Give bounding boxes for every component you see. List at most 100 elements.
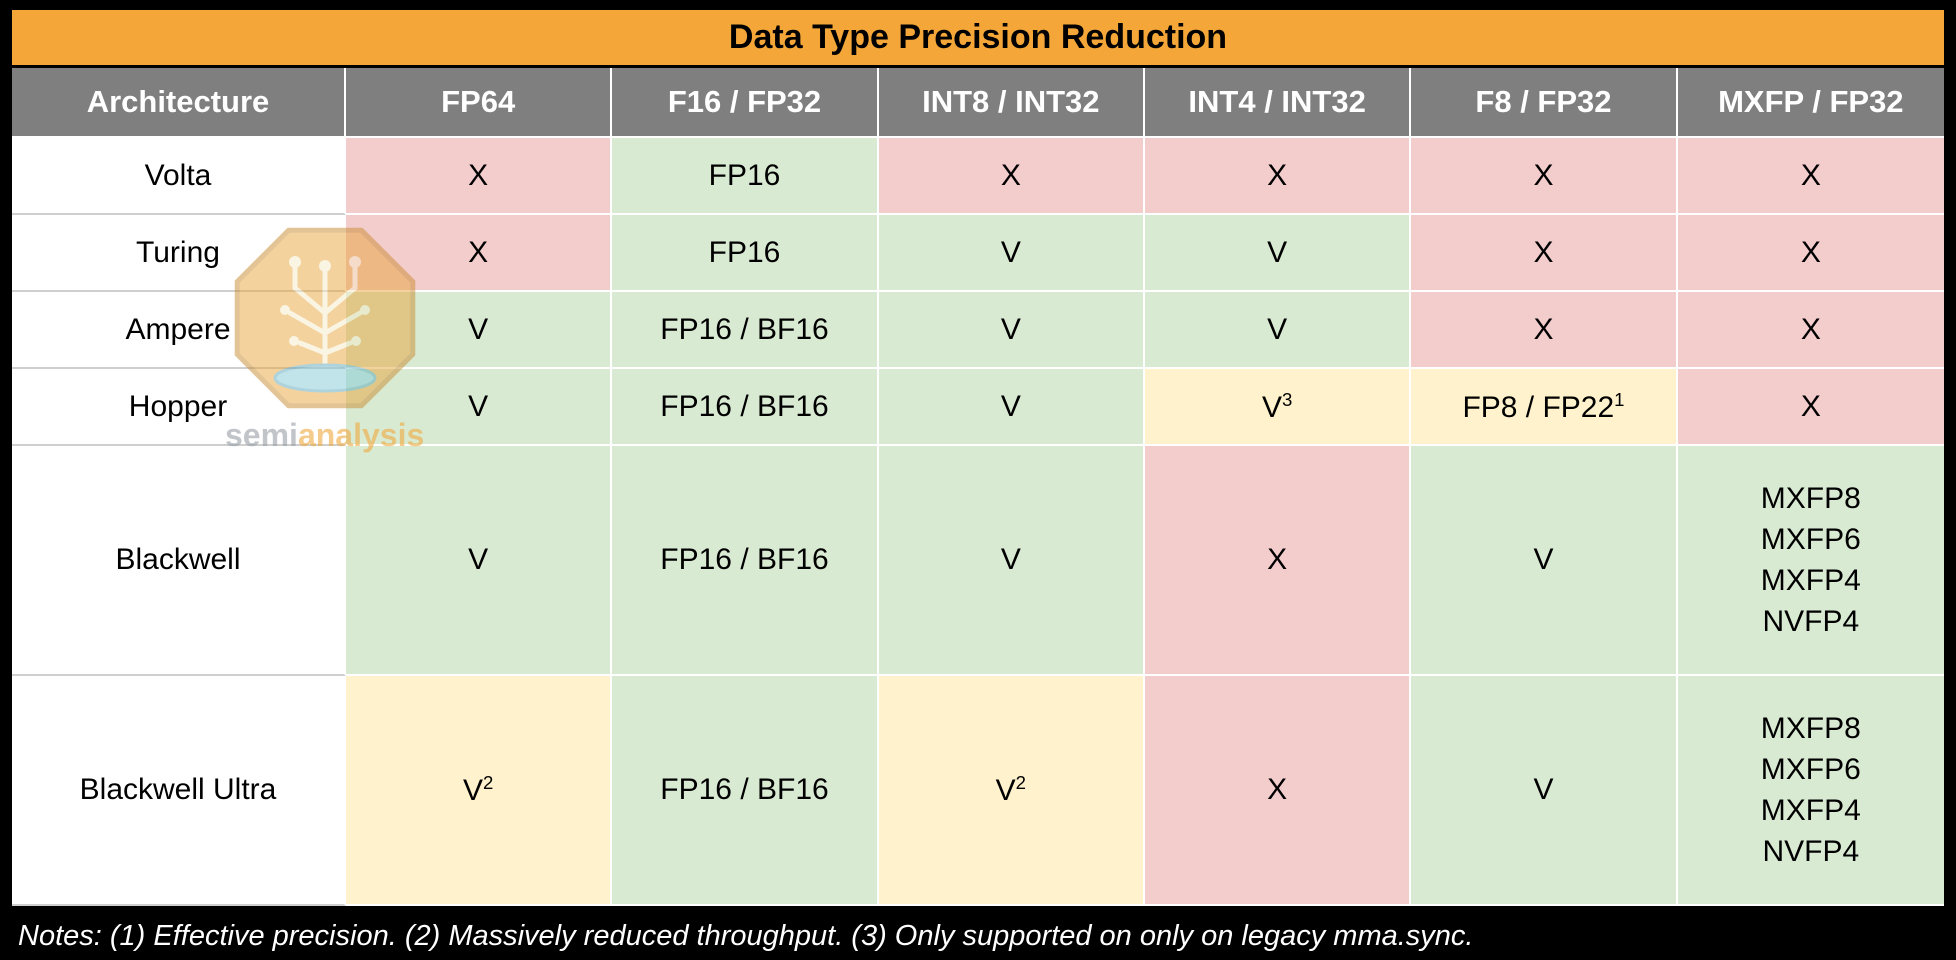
precision-table: Architecture FP64 F16 / FP32 INT8 / INT32 IN… bbox=[12, 68, 1944, 906]
value-line: MXFP6 bbox=[1760, 753, 1861, 786]
value-text: V bbox=[468, 389, 489, 423]
value-text: X bbox=[468, 158, 489, 192]
value-text: V bbox=[1000, 235, 1021, 269]
value-text: X bbox=[1267, 543, 1288, 576]
value-text: FP16 / BF16 bbox=[660, 312, 829, 346]
value-cell: V bbox=[346, 292, 613, 369]
value-cell: X bbox=[1144, 676, 1412, 906]
value-cell: X bbox=[1411, 292, 1678, 369]
value-text: FP16 bbox=[708, 235, 781, 269]
value-superscript: 2 bbox=[1015, 772, 1026, 793]
architecture-cell: Ampere bbox=[12, 292, 346, 369]
value-cell: FP16 / BF16 bbox=[612, 446, 879, 676]
column-header-f16-fp32: F16 / FP32 bbox=[612, 68, 879, 138]
page-title: Data Type Precision Reduction bbox=[12, 10, 1944, 65]
value-cell: X bbox=[1144, 446, 1412, 676]
column-header-int8-int32: INT8 / INT32 bbox=[878, 68, 1145, 138]
value-cell: V bbox=[1144, 215, 1412, 292]
value-text: X bbox=[1800, 389, 1821, 423]
column-header-int4-int32: INT4 / INT32 bbox=[1144, 68, 1412, 138]
value-text: X bbox=[1533, 312, 1554, 346]
value-cell: V bbox=[1411, 446, 1678, 676]
table-row-turing: Turing X FP16 V V X X bbox=[12, 215, 1944, 292]
value-cell: X bbox=[1677, 292, 1944, 369]
value-cell: X bbox=[1677, 138, 1944, 215]
value-cell: V3 bbox=[1144, 369, 1412, 446]
value-text: X bbox=[1000, 158, 1021, 192]
value-line: MXFP8 bbox=[1760, 712, 1861, 745]
architecture-cell: Volta bbox=[12, 138, 346, 215]
value-text: V bbox=[995, 774, 1016, 807]
header-row: Architecture FP64 F16 / FP32 INT8 / INT32 IN… bbox=[12, 68, 1944, 138]
value-cell: V2 bbox=[346, 676, 613, 906]
value-line: NVFP4 bbox=[1762, 605, 1860, 638]
value-text: FP16 bbox=[708, 158, 781, 192]
value-cell: V bbox=[878, 369, 1145, 446]
value-cell: X bbox=[878, 138, 1145, 215]
value-cell: V bbox=[878, 446, 1145, 676]
value-text: X bbox=[1800, 235, 1821, 269]
value-cell: V bbox=[346, 369, 613, 446]
value-text: V bbox=[1533, 773, 1554, 806]
value-cell: X bbox=[1411, 215, 1678, 292]
value-text: FP16 / BF16 bbox=[660, 389, 829, 423]
value-cell: X bbox=[1411, 138, 1678, 215]
architecture-cell: Blackwell bbox=[12, 446, 346, 676]
table-row-volta: Volta X FP16 X X X X bbox=[12, 138, 1944, 215]
value-text: X bbox=[1533, 158, 1554, 192]
value-line: NVFP4 bbox=[1762, 835, 1860, 868]
value-cell: MXFP8 MXFP6 MXFP4 NVFP4 bbox=[1677, 446, 1944, 676]
architecture-cell: Turing bbox=[12, 215, 346, 292]
column-header-architecture: Architecture bbox=[12, 68, 346, 138]
value-text: FP16 / BF16 bbox=[660, 773, 829, 806]
value-cell: FP16 / BF16 bbox=[612, 292, 879, 369]
value-text: FP16 / BF16 bbox=[660, 543, 829, 576]
table-row-hopper: Hopper V FP16 / BF16 V V3 FP8 / FP221 X bbox=[12, 369, 1944, 446]
value-text: FP8 / FP22 bbox=[1462, 390, 1615, 424]
value-cell: MXFP8 MXFP6 MXFP4 NVFP4 bbox=[1677, 676, 1944, 906]
table-row-blackwell-ultra: Blackwell Ultra V2 FP16 / BF16 V2 X V MXFP8 MXF… bbox=[12, 676, 1944, 906]
value-cell: FP16 bbox=[612, 138, 879, 215]
value-text: X bbox=[468, 235, 489, 269]
value-cell: V bbox=[346, 446, 613, 676]
value-cell: V bbox=[878, 292, 1145, 369]
value-line: MXFP6 bbox=[1760, 523, 1861, 556]
value-text: X bbox=[1267, 158, 1288, 192]
value-line: MXFP8 bbox=[1760, 482, 1861, 515]
value-cell: FP16 bbox=[612, 215, 879, 292]
value-cell: X bbox=[1144, 138, 1412, 215]
value-cell: V bbox=[1144, 292, 1412, 369]
architecture-cell: Hopper bbox=[12, 369, 346, 446]
value-text: V bbox=[1000, 312, 1021, 346]
value-cell: X bbox=[346, 138, 613, 215]
value-superscript: 3 bbox=[1281, 388, 1293, 410]
table-row-ampere: Ampere V FP16 / BF16 V V X X bbox=[12, 292, 1944, 369]
column-header-f8-fp32: F8 / FP32 bbox=[1411, 68, 1678, 138]
value-cell: V bbox=[1411, 676, 1678, 906]
table-row-blackwell: Blackwell V FP16 / BF16 V X V MXFP8 MXFP6 MXFP4 N… bbox=[12, 446, 1944, 676]
value-cell: V2 bbox=[878, 676, 1145, 906]
footer-note: Notes: (1) Effective precision. (2) Mass… bbox=[18, 920, 1474, 952]
value-cell: X bbox=[1677, 215, 1944, 292]
value-cell: FP8 / FP221 bbox=[1411, 369, 1678, 446]
value-cell: FP16 / BF16 bbox=[612, 369, 879, 446]
value-cell: V bbox=[878, 215, 1145, 292]
column-header-fp64: FP64 bbox=[346, 68, 613, 138]
value-superscript: 1 bbox=[1614, 388, 1625, 410]
value-text: X bbox=[1267, 773, 1288, 806]
value-cell: X bbox=[1677, 369, 1944, 446]
value-text: V bbox=[1267, 235, 1288, 269]
value-text: V bbox=[1533, 543, 1554, 576]
value-text: V bbox=[1000, 543, 1021, 576]
value-text: X bbox=[1533, 235, 1554, 269]
value-text: V bbox=[468, 312, 489, 346]
architecture-cell: Blackwell Ultra bbox=[12, 676, 346, 906]
value-text: V bbox=[1261, 390, 1282, 424]
value-text: V bbox=[468, 543, 489, 576]
value-text: V bbox=[1267, 312, 1288, 346]
column-header-mxfp-fp32: MXFP / FP32 bbox=[1677, 68, 1944, 138]
value-text: V bbox=[462, 774, 483, 807]
value-line: MXFP4 bbox=[1760, 794, 1861, 827]
value-cell: X bbox=[346, 215, 613, 292]
